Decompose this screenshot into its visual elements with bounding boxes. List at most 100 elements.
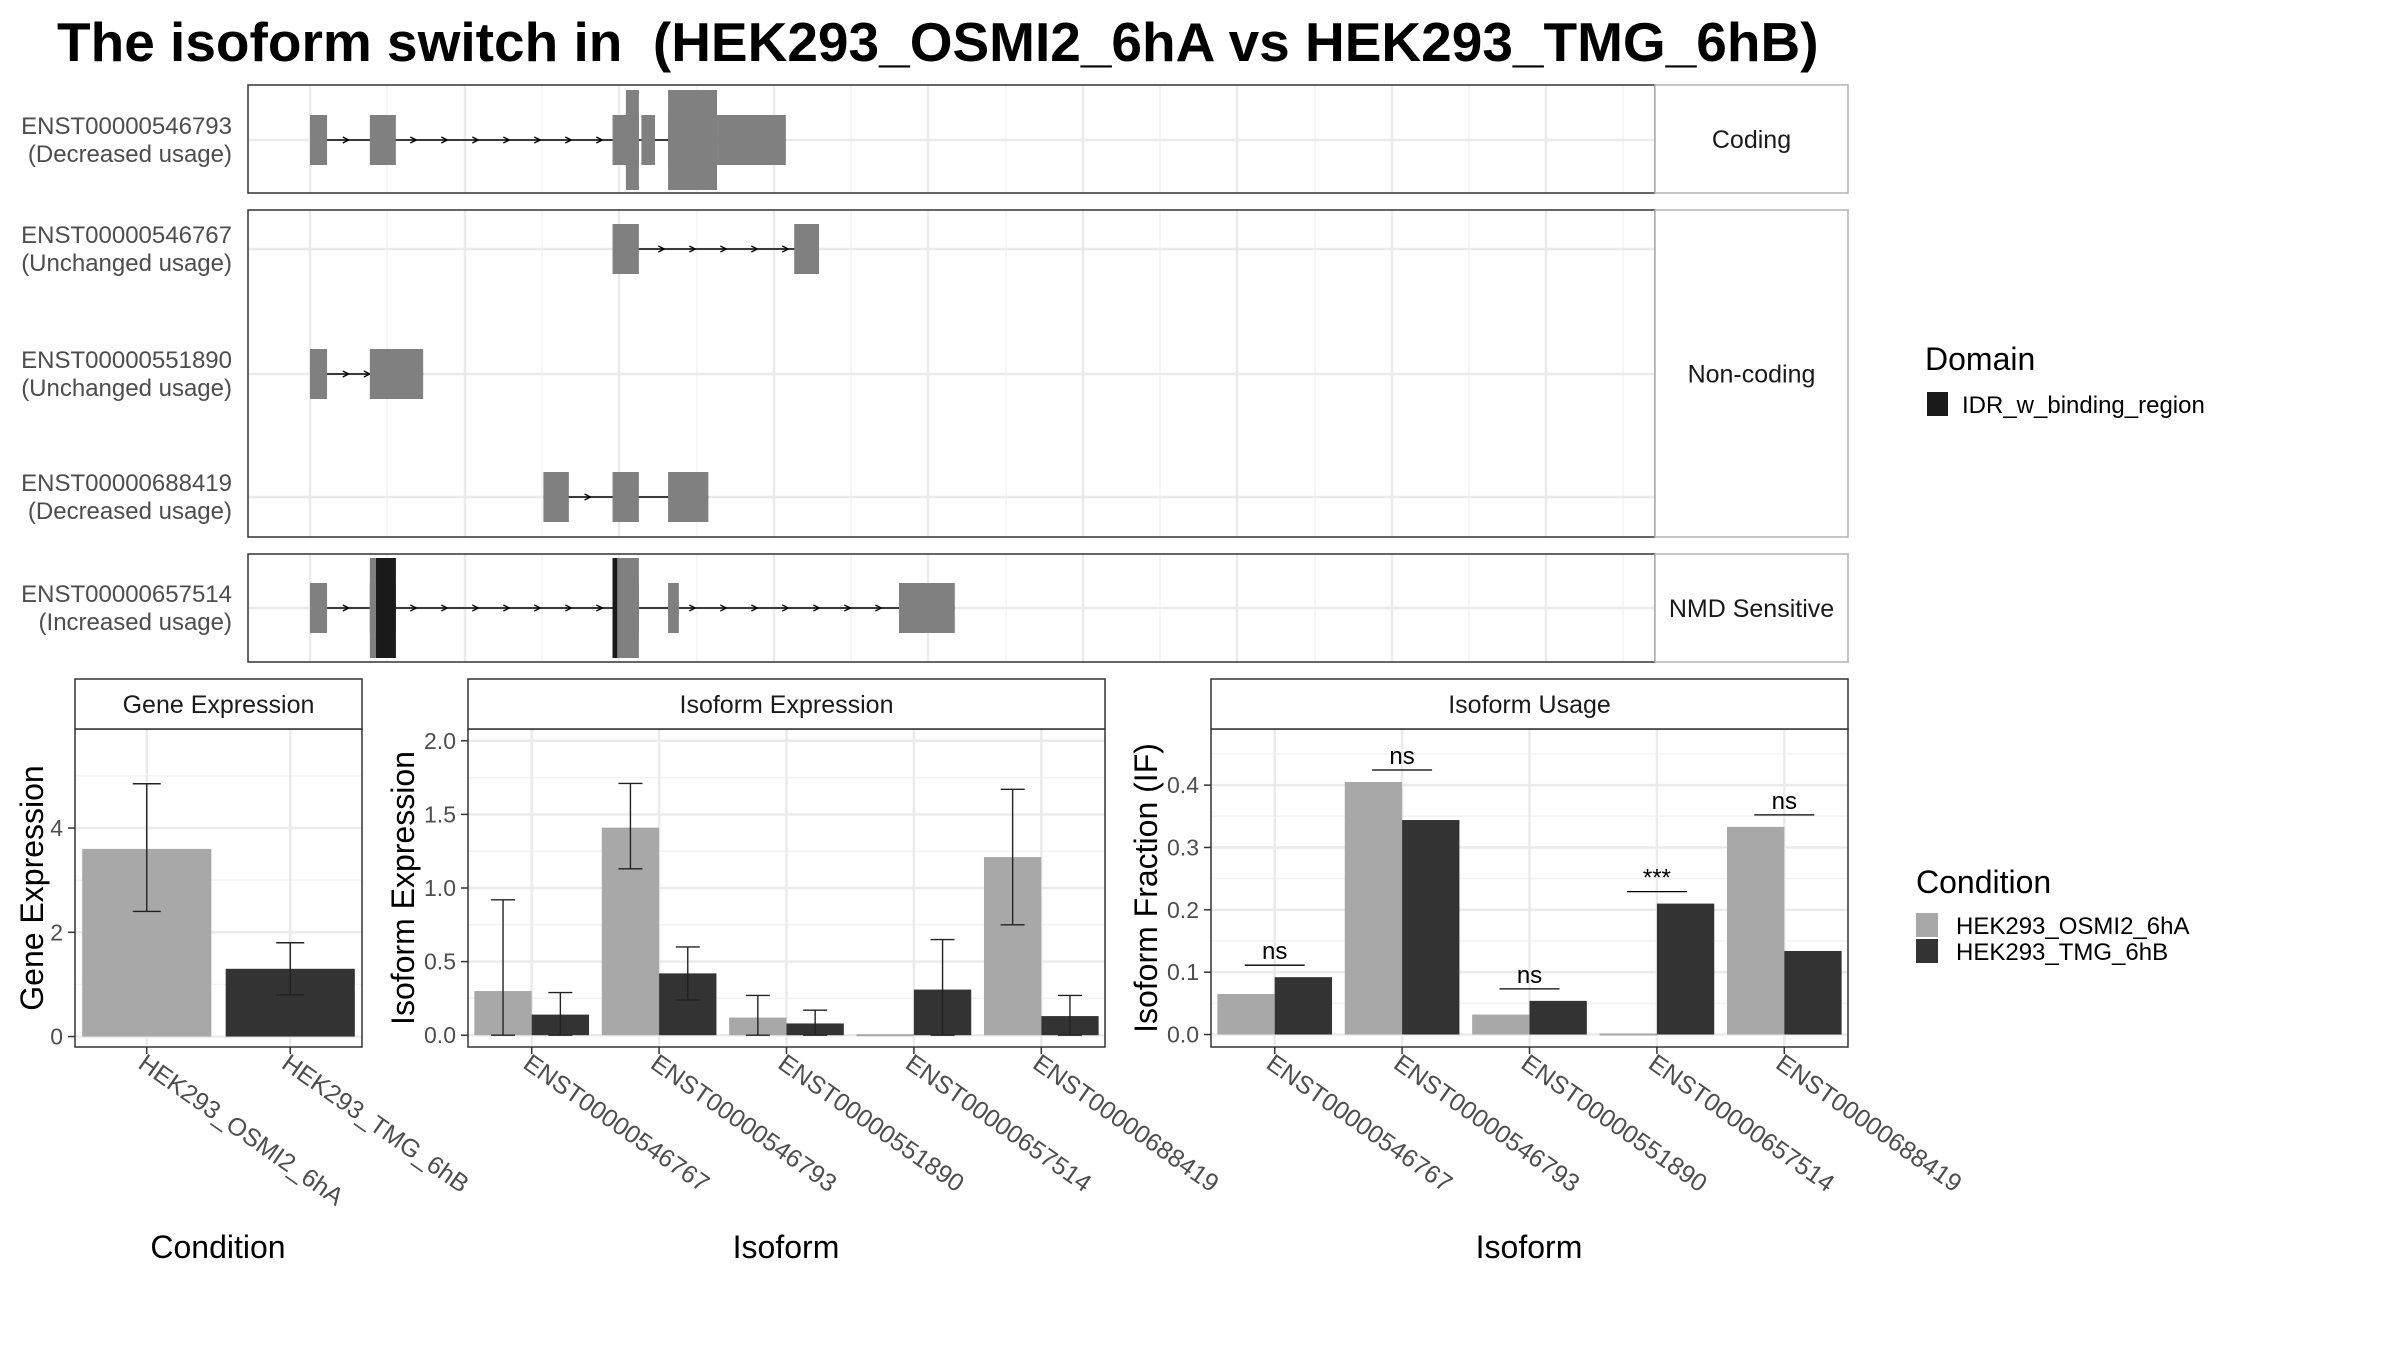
intron-arrow [782,245,790,253]
significance-label: ns [1262,938,1287,965]
structure-panel-2: ENST00000657514(Increased usage) NMD Sens… [21,553,1849,663]
y-tick-label: 1.0 [424,875,456,901]
intron-arrow [689,245,697,253]
bar [1472,1014,1530,1035]
transcript-ENST00000546793: ENST00000546793(Decreased usage) [21,90,786,190]
exon [612,224,639,274]
facet-strip [1654,84,1849,194]
domain-block [376,558,396,658]
intron-arrow [503,604,511,612]
transcript-usage-label: (Unchanged usage) [21,375,232,402]
facet-strip [1654,553,1849,663]
x-axis-title: Isoform [1476,1229,1583,1265]
transcript-ENST00000657514: ENST00000657514(Increased usage) [21,558,955,658]
intron-arrow [813,604,821,612]
exon [717,115,786,165]
intron-arrow [342,136,351,144]
y-axis-title: Isoform Expression [385,751,421,1025]
intron-arrow [782,604,790,612]
bar [1784,950,1842,1035]
significance-label: *** [1643,865,1671,892]
intron-arrow [410,136,418,144]
x-axis-title: Condition [150,1229,285,1265]
intron-arrow [534,604,542,612]
domain-legend-label: IDR_w_binding_region [1962,392,2205,419]
intron-arrow [689,604,697,612]
transcript-usage-label: (Decreased usage) [28,141,232,168]
x-axis-title: Isoform [733,1229,840,1265]
y-tick-label: 0.1 [1167,959,1199,985]
exon [310,115,328,165]
exon [899,583,955,633]
chart-1: Isoform Expression0.00.51.01.52.0ENST000… [385,678,1224,1265]
domain-legend-key [1927,392,1948,416]
intron-arrow [658,245,666,253]
intron-arrow [441,604,449,612]
y-tick-label: 0.4 [1167,772,1199,798]
transcript-usage-label: (Increased usage) [39,609,232,636]
bar [1726,826,1785,1035]
facet-strip-label: Coding [1712,126,1791,154]
significance-label: ns [1517,962,1542,989]
y-axis-title: Isoform Fraction (IF) [1128,743,1164,1033]
cds-exon [668,90,718,190]
exon [668,583,679,633]
condition-legend-key [1916,913,1938,937]
facet-strip-label: NMD Sensitive [1669,595,1834,623]
intron-arrow [751,245,759,253]
figure-title: The isoform switch in (HEK293_OSMI2_6hA … [57,11,1819,73]
intron-arrow [342,604,351,612]
y-tick-label: 4 [50,815,63,841]
transcript-id-label: ENST00000657514 [21,581,232,608]
transcript-usage-label: (Unchanged usage) [21,250,232,277]
y-axis-title: Gene Expression [14,765,50,1010]
condition-legend-label: HEK293_OSMI2_6hA [1956,913,2189,940]
facet-strip [1654,209,1849,538]
exon [794,224,820,274]
transcript-ENST00000551890: ENST00000551890(Unchanged usage) [21,347,424,402]
intron-arrow [534,136,542,144]
intron-arrow [751,604,759,612]
intron-arrow [472,604,480,612]
bar [1217,994,1275,1035]
exon [310,349,328,399]
exon [641,115,656,165]
bar [1402,820,1460,1035]
chart-title-strip [74,678,363,730]
bar [1274,977,1333,1035]
bar [1344,782,1403,1035]
facet-strip-label: Non-coding [1688,361,1816,389]
intron-arrow [584,493,593,501]
intron-arrow [565,136,573,144]
condition-legend-title: Condition [1916,864,2051,900]
transcript-usage-label: (Decreased usage) [28,498,232,525]
exon [668,472,709,522]
transcript-id-label: ENST00000688419 [21,470,232,497]
transcript-id-label: ENST00000546767 [21,222,232,249]
intron-arrow [565,604,573,612]
intron-arrow [844,604,852,612]
chart-title: Isoform Usage [1448,691,1611,719]
intron-arrow [503,136,511,144]
bar [1529,1000,1587,1035]
y-tick-label: 0.2 [1167,897,1199,923]
exon [543,472,569,522]
y-tick-label: 2.0 [424,728,456,754]
intron-arrow [875,604,883,612]
transcript-ENST00000688419: ENST00000688419(Decreased usage) [21,470,709,525]
y-tick-label: 0.0 [1167,1022,1199,1048]
condition-legend-label: HEK293_TMG_6hB [1956,939,2168,966]
intron-arrow [441,136,449,144]
structure-panel-1: ENST00000546767(Unchanged usage)ENST0000… [21,209,1849,538]
transcript-id-label: ENST00000551890 [21,347,232,374]
chart-title-strip [1210,678,1849,730]
exon [310,583,328,633]
transcript-ENST00000546767: ENST00000546767(Unchanged usage) [21,222,820,277]
condition-legend-key [1916,939,1938,963]
cds-exon [625,90,639,190]
domain-block [612,558,618,658]
y-tick-label: 2 [50,919,63,945]
